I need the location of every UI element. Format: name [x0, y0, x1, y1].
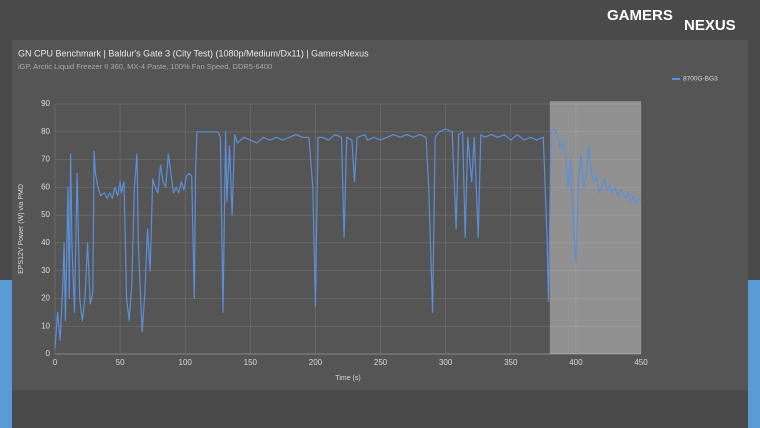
chart-subtitle: iGP, Arctic Liquid Freezer II 360, MX-4 … [18, 62, 272, 71]
y-tick-label: 70 [41, 155, 50, 164]
x-tick-label: 400 [569, 358, 583, 367]
x-tick-label: 0 [53, 358, 58, 367]
y-tick-label: 80 [41, 127, 50, 136]
x-tick-label: 150 [244, 358, 258, 367]
y-tick-label: 20 [41, 294, 50, 303]
x-tick-label: 50 [116, 358, 125, 367]
edge-strip [748, 280, 760, 428]
y-tick-label: 60 [41, 182, 50, 191]
y-tick-label: 90 [41, 99, 50, 108]
x-tick-label: 450 [634, 358, 648, 367]
y-tick-label: 10 [41, 321, 50, 330]
x-tick-label: 100 [179, 358, 193, 367]
y-tick-label: 30 [41, 266, 50, 275]
logo-right: NEXUS [684, 17, 736, 34]
edge-strip [0, 280, 12, 428]
x-tick-label: 250 [374, 358, 388, 367]
y-tick-label: 40 [41, 238, 50, 247]
highlight-region [549, 101, 641, 354]
x-tick-label: 350 [504, 358, 518, 367]
y-axis-label: EPS12V Power (W) via PMD [18, 184, 25, 274]
legend-label: 8700G-BG3 [683, 76, 718, 83]
chart-title: GN CPU Benchmark | Baldur's Gate 3 (City… [18, 48, 369, 58]
x-tick-label: 200 [309, 358, 323, 367]
x-axis-label: Time (s) [335, 375, 360, 382]
x-tick-label: 300 [439, 358, 453, 367]
y-tick-label: 0 [46, 349, 51, 358]
logo-left: GAMERS [607, 7, 673, 24]
data-line [54, 128, 642, 349]
y-tick-label: 50 [41, 210, 50, 219]
